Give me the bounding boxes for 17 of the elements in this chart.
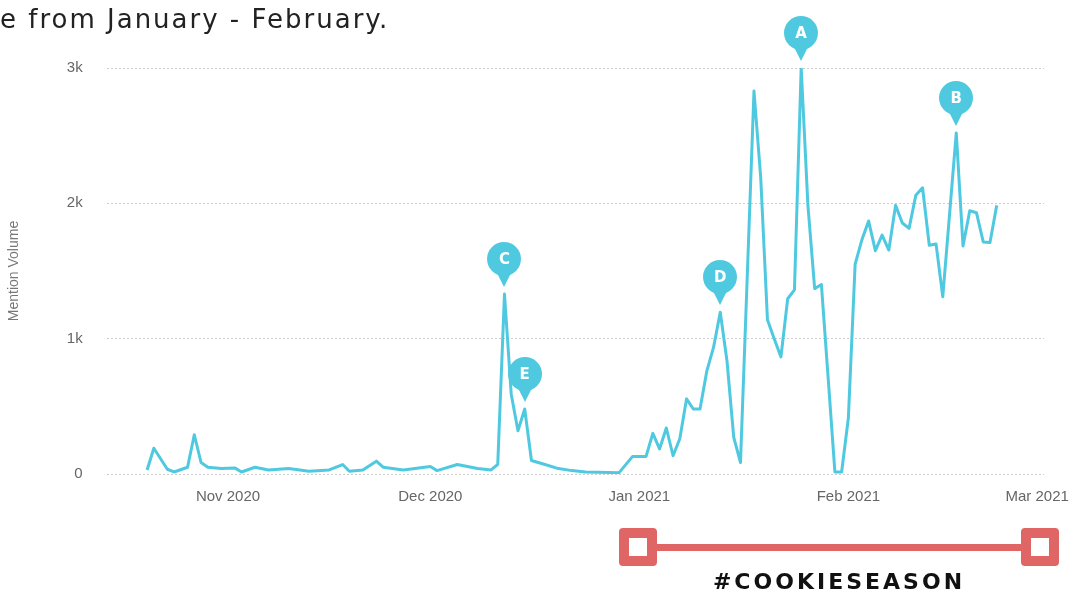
y-tick-label: 1k bbox=[66, 328, 84, 346]
x-tick-label: Nov 2020 bbox=[195, 487, 261, 505]
y-tick-label: 0 bbox=[74, 464, 83, 482]
annotation: C bbox=[487, 242, 522, 276]
annotation: D bbox=[703, 260, 738, 295]
y-tick-label: 2k bbox=[66, 193, 84, 211]
text: #COOKIESEASON bbox=[711, 569, 967, 594]
annotation: E bbox=[507, 357, 542, 392]
x-tick-label: Jan 2021 bbox=[608, 487, 671, 505]
y-axis-title: Mention Volume bbox=[5, 220, 22, 322]
x-tick-label: Dec 2020 bbox=[398, 487, 463, 505]
chart-title: e from January - February. bbox=[0, 4, 390, 34]
annotation: A bbox=[784, 16, 819, 50]
annotation: B bbox=[939, 80, 974, 115]
y-tick-label: 3k bbox=[66, 58, 84, 76]
x-tick-label: Mar 2021 bbox=[1005, 487, 1069, 505]
x-tick-label: Feb 2021 bbox=[816, 487, 881, 505]
